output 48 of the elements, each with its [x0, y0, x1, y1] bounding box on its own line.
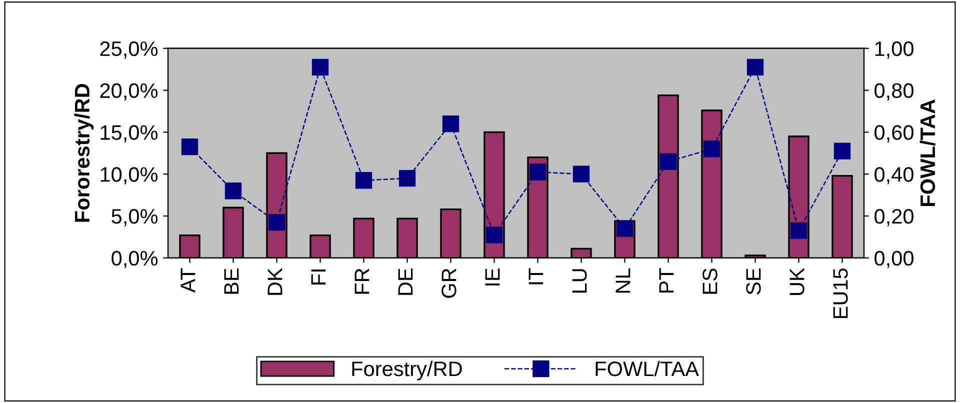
y2-axis-title: FOWL/TAA — [920, 99, 936, 206]
x-tick-label: PT — [659, 268, 674, 293]
point — [181, 138, 198, 156]
point — [529, 164, 546, 180]
legend-label: FOWL/TAA — [596, 360, 699, 376]
y-tick-label: 0,0% — [112, 250, 158, 268]
y2-tick-label: 0,80 — [874, 83, 914, 100]
point — [572, 166, 590, 182]
y2-tick-label: 0,00 — [874, 250, 914, 268]
legend-label: Forestry/RD — [352, 360, 462, 380]
point — [834, 142, 851, 160]
y-tick-label: 10,0% — [100, 167, 158, 184]
x-tick-label: SE — [746, 268, 761, 294]
x-tick-label: ES — [702, 268, 718, 294]
point — [224, 182, 242, 200]
x-tick-label: DK — [268, 268, 282, 295]
point — [355, 172, 372, 189]
point — [268, 214, 286, 231]
x-tick-label: DE — [398, 268, 413, 295]
y-tick-label: 25,0% — [100, 41, 158, 59]
x-tick-label: FR — [354, 268, 370, 294]
y-tick-label: 5,0% — [112, 209, 158, 226]
point — [398, 170, 416, 187]
y2-tick-label: 0,20 — [874, 209, 914, 226]
x-tick-label: LU — [572, 269, 587, 293]
y-tick-label: 20,0% — [100, 83, 158, 100]
y2-tick-label: 0,60 — [874, 125, 914, 142]
x-tick-label: NL — [616, 268, 630, 293]
x-tick-label: UK — [790, 268, 804, 295]
x-tick-label: IT — [528, 268, 544, 284]
y2-tick-label: 0,40 — [874, 167, 914, 184]
point — [790, 222, 808, 240]
y-tick-label: 15,0% — [100, 125, 158, 142]
point — [703, 140, 720, 158]
point — [660, 153, 677, 170]
x-tick-label: FI — [311, 270, 326, 284]
x-tick-label: BE — [224, 268, 239, 294]
point — [442, 115, 460, 132]
x-tick-label: IE — [485, 268, 500, 286]
point — [312, 58, 329, 76]
x-tick-label: GR — [442, 268, 456, 298]
x-tick-label: AT — [180, 268, 196, 293]
y2-tick-label: 1,00 — [875, 41, 914, 59]
y-axis-title: Fororestry/RD — [74, 84, 94, 222]
x-tick-label: EU15 — [833, 268, 848, 318]
point — [616, 220, 634, 237]
point — [486, 226, 503, 244]
point — [746, 58, 764, 76]
